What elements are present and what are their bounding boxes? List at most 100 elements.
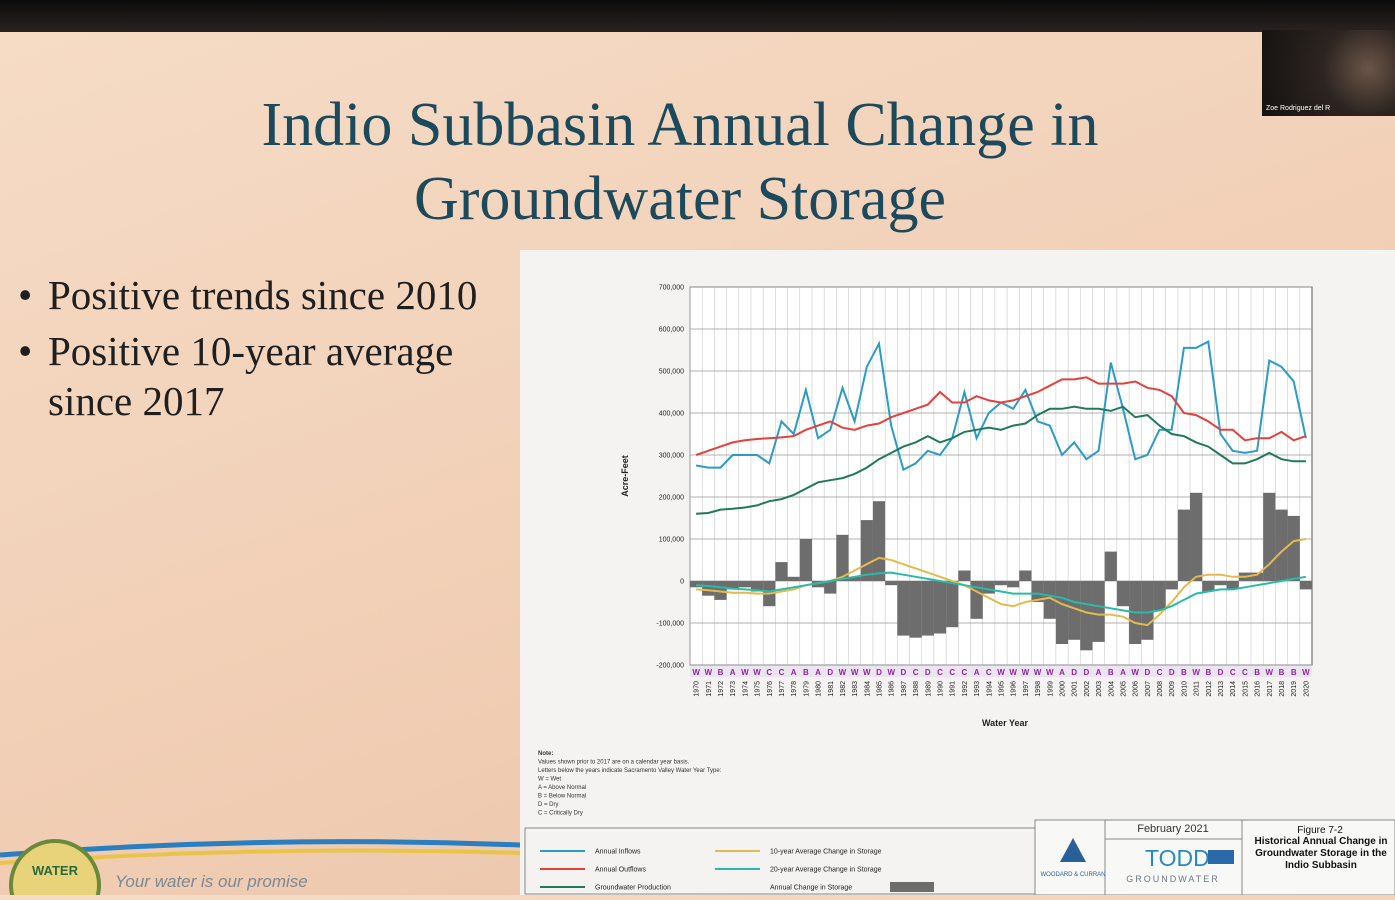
bar	[1043, 581, 1056, 619]
water-year-type: B	[718, 668, 724, 677]
y-tick-label: 400,000	[659, 411, 684, 418]
x-tick-label: 2004	[1108, 681, 1115, 697]
line	[696, 538, 1307, 627]
water-year-type: C	[913, 668, 919, 677]
water-year-type: D	[1218, 668, 1224, 677]
bar	[690, 581, 703, 588]
water-year-type: W	[1022, 668, 1030, 677]
bar	[872, 501, 886, 581]
y-tick-label: -200,000	[656, 663, 684, 670]
water-year-type: B	[1279, 668, 1285, 677]
y-tick-label: 200,000	[659, 495, 684, 502]
water-year-type: W	[692, 668, 700, 677]
legend-label: Annual Change in Storage	[770, 885, 852, 892]
water-year-type: A	[974, 668, 980, 677]
water-year-type: B	[1205, 668, 1211, 677]
bar	[1299, 581, 1312, 590]
x-tick-label: 2001	[1072, 681, 1079, 697]
bar	[1275, 509, 1288, 581]
y-axis-label: Acre-Feet	[620, 455, 630, 497]
bar	[897, 581, 910, 636]
water-year-type: W	[887, 668, 895, 677]
x-tick-label: 1984	[864, 681, 871, 697]
water-year-type: B	[1181, 668, 1187, 677]
y-tick-label: 700,000	[659, 285, 684, 292]
bar	[1153, 581, 1166, 611]
water-year-type: A	[815, 668, 821, 677]
water-year-type: D	[1083, 668, 1089, 677]
bar	[1190, 492, 1203, 581]
y-tick-label: 100,000	[659, 537, 684, 544]
x-tick-label: 1980	[816, 681, 823, 697]
note-line: A = Above Normal	[538, 785, 586, 791]
water-year-type: W	[741, 668, 749, 677]
firm-logo	[1060, 838, 1086, 862]
water-year-type: D	[827, 668, 833, 677]
water-year-type: C	[986, 668, 992, 677]
water-year-type: D	[1071, 668, 1077, 677]
water-year-type: C	[766, 668, 772, 677]
legend-label: Annual Outflows	[595, 867, 646, 874]
x-tick-label: 1991	[950, 681, 957, 697]
todd-logo-sub: GROUNDWATER	[1126, 874, 1220, 884]
water-year-type: W	[705, 668, 713, 677]
x-axis-label: Water Year	[982, 718, 1029, 728]
bar	[1141, 581, 1154, 640]
water-year-type: W	[1131, 668, 1139, 677]
x-tick-label: 1974	[742, 681, 749, 697]
water-year-type: C	[962, 668, 968, 677]
x-tick-label: 2006	[1133, 681, 1140, 697]
bullet-list: Positive trends since 2010 Positive 10-y…	[14, 270, 484, 432]
water-year-type: D	[1169, 668, 1175, 677]
note-line: D = Dry	[538, 802, 559, 808]
note-line: W = Wet	[538, 777, 561, 783]
bar	[750, 581, 764, 592]
x-tick-label: 1988	[913, 681, 920, 697]
x-tick-label: 2019	[1291, 681, 1298, 697]
bar	[1251, 572, 1264, 581]
x-tick-label: 1990	[938, 681, 945, 697]
x-tick-label: 2002	[1084, 681, 1091, 697]
bar	[1019, 570, 1032, 581]
figure-caption: Historical Annual Change in Groundwater …	[1254, 836, 1388, 871]
legend-label: Annual Inflows	[595, 849, 641, 856]
bar	[1092, 581, 1105, 642]
x-tick-label: 1987	[901, 681, 908, 697]
x-tick-label: 2014	[1230, 681, 1237, 697]
water-year-type: D	[1144, 668, 1150, 677]
water-year-type: C	[937, 668, 943, 677]
water-year-type: W	[1009, 668, 1017, 677]
x-tick-label: 1998	[1035, 681, 1042, 697]
line	[696, 405, 1306, 515]
water-year-type: D	[876, 668, 882, 677]
legend-swatch	[890, 882, 934, 892]
x-tick-label: 1996	[1011, 681, 1018, 697]
water-year-type: C	[1242, 668, 1248, 677]
water-year-type: A	[791, 668, 797, 677]
x-tick-label: 1978	[791, 681, 798, 697]
x-tick-label: 1993	[974, 681, 981, 697]
note-line: B = Below Normal	[538, 794, 586, 800]
bar	[1031, 581, 1044, 602]
water-year-type: B	[1108, 668, 1114, 677]
bar	[1263, 492, 1276, 581]
x-tick-label: 1994	[986, 681, 993, 697]
water-year-type: W	[1302, 668, 1310, 677]
bar	[958, 570, 971, 581]
y-tick-label: 500,000	[659, 369, 684, 376]
bar	[1007, 581, 1020, 588]
note-heading: Note:	[538, 751, 553, 757]
note-line: Values shown prior to 2017 are on a cale…	[538, 760, 690, 766]
x-tick-label: 1972	[718, 681, 725, 697]
bar	[982, 581, 995, 594]
bar	[1214, 581, 1227, 586]
x-tick-label: 1973	[730, 681, 737, 697]
bar	[994, 581, 1008, 586]
note-line: C = Critically Dry	[538, 811, 583, 817]
bar	[1177, 509, 1191, 581]
todd-logo-bar	[1208, 850, 1234, 864]
water-year-type: B	[1291, 668, 1297, 677]
footer-graphic: WATER	[0, 839, 520, 895]
y-tick-label: -100,000	[656, 621, 684, 628]
y-tick-label: 300,000	[659, 453, 684, 460]
